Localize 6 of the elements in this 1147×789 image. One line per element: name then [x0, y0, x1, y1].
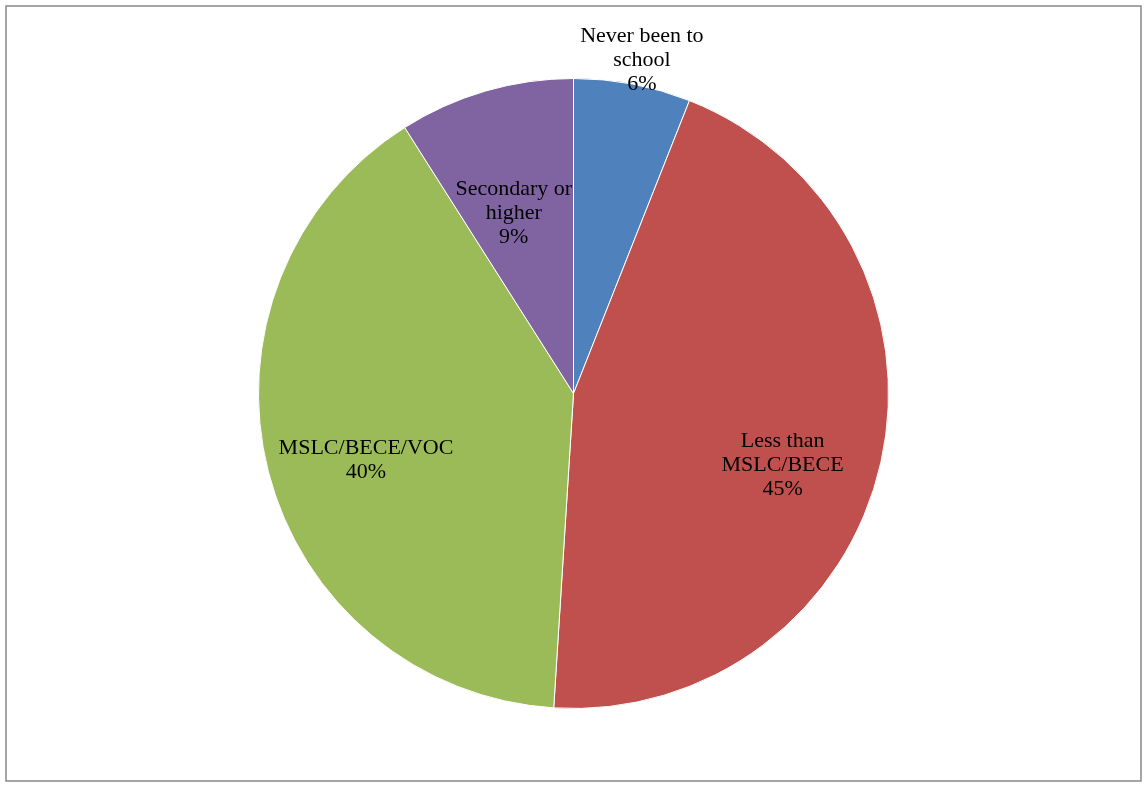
slice-label: Less than MSLC/BECE — [721, 427, 844, 477]
slice-label: Secondary or higher — [455, 174, 573, 224]
data-label: 45% — [762, 475, 803, 501]
slice-label: MSLC/BECE/VOC — [278, 433, 454, 459]
data-label: 40% — [345, 457, 387, 483]
slice-label: Never been to school — [580, 21, 704, 71]
